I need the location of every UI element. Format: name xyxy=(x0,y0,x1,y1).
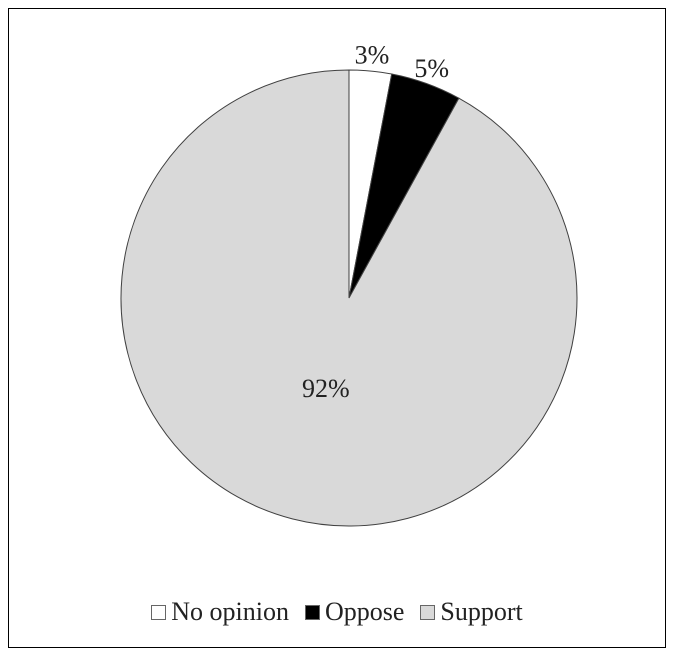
legend-item-support: Support xyxy=(420,597,523,627)
legend-swatch-support xyxy=(420,604,436,620)
legend-label-no-opinion: No opinion xyxy=(171,597,289,626)
pie-slice-support xyxy=(120,69,578,527)
pie-slices xyxy=(120,69,578,527)
legend-label-oppose: Oppose xyxy=(324,597,405,626)
data-label-no-opinion: 3% xyxy=(355,41,390,70)
legend: No opinion Oppose Support xyxy=(9,597,665,627)
pie-chart: 3% 5% 92% xyxy=(120,41,578,527)
legend-label-support: Support xyxy=(440,597,523,626)
legend-swatch-oppose xyxy=(304,604,320,620)
pie-data-labels: 3% 5% 92% xyxy=(302,41,449,403)
legend-item-oppose: Oppose xyxy=(304,597,405,627)
chart-frame: 3% 5% 92% No opinion Oppose Support xyxy=(8,8,666,648)
data-label-support: 92% xyxy=(302,374,350,403)
legend-item-no-opinion: No opinion xyxy=(151,597,289,627)
legend-swatch-no-opinion xyxy=(151,604,167,620)
data-label-oppose: 5% xyxy=(414,54,449,83)
